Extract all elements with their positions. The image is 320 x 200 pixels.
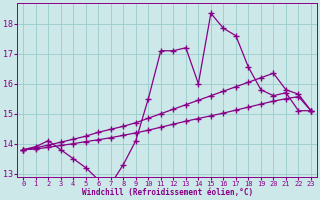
X-axis label: Windchill (Refroidissement éolien,°C): Windchill (Refroidissement éolien,°C) — [82, 188, 253, 197]
